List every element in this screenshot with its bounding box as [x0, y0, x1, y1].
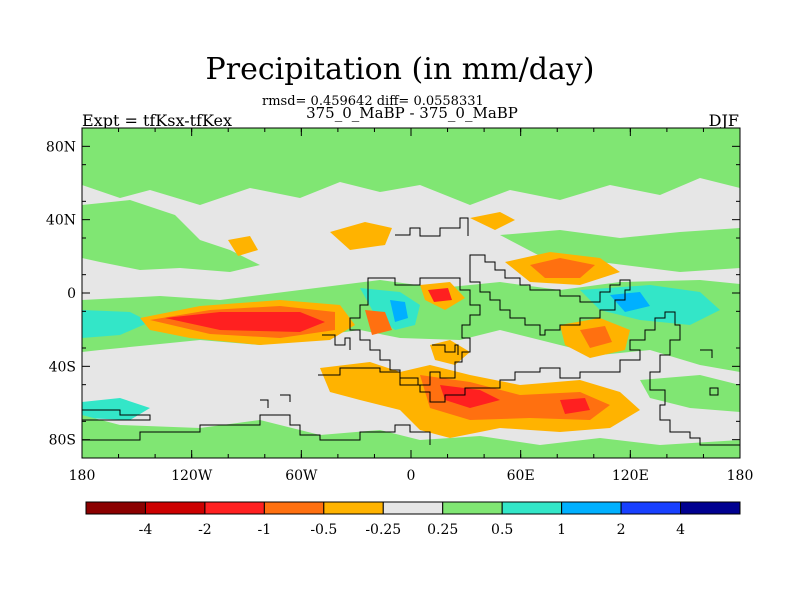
coastline-island	[82, 409, 151, 421]
lon-tick-label: 120E	[612, 468, 649, 484]
colorbar-swatch	[323, 501, 384, 515]
field-dorange-south	[420, 375, 610, 420]
colorbar-swatch	[204, 501, 265, 515]
lon-tick-label: 0	[407, 468, 416, 484]
lon-tick-label: 180	[69, 468, 96, 484]
coastline-continent-south	[318, 311, 740, 446]
lat-tick-label: 40S	[49, 359, 76, 375]
coastline-island	[700, 349, 713, 358]
colorbar-swatch	[561, 501, 622, 515]
lat-tick-label: 40N	[46, 213, 76, 229]
lon-tick-label: 120W	[171, 468, 213, 484]
field-cyan-tropics	[82, 310, 150, 338]
coastlines	[82, 217, 740, 446]
coastline-antarctic	[82, 414, 431, 445]
coastline-island	[395, 217, 469, 237]
colorbar-swatch	[442, 501, 503, 515]
colorbar-label: -4	[139, 522, 153, 538]
field-red-atlantic	[428, 288, 452, 302]
colorbar: -4 -2 -1 -0.5 -0.25 0.25 0.5 1 2 4	[85, 501, 741, 538]
field-green-north	[82, 128, 740, 205]
stats-label: rmsd= 0.459642 diff= 0.0558331	[262, 94, 484, 109]
field-green-south	[640, 375, 740, 412]
field-dorange-indian	[580, 326, 612, 348]
field-cyan-tropics	[360, 288, 420, 330]
coastline-island	[280, 394, 291, 402]
colorbar-swatch	[620, 501, 682, 515]
colorbar-label: 2	[617, 522, 626, 538]
colorbar-label: 0.5	[491, 522, 513, 538]
colorbar-label: -0.5	[310, 522, 337, 538]
field-red-south	[560, 398, 590, 414]
field-green-midlat	[500, 228, 740, 272]
colorbar-label: 0.25	[427, 522, 458, 538]
coastline-island	[260, 399, 269, 408]
field-orange-midlat	[470, 212, 515, 230]
colorbar-swatch	[263, 501, 325, 515]
page-title: Precipitation (in mm/day)	[205, 52, 595, 87]
colorbar-swatch	[501, 501, 563, 515]
lat-tick-label: 0	[67, 286, 76, 302]
coastline-island	[322, 334, 351, 350]
lat-tick-label: 80S	[49, 433, 76, 449]
precip-field	[82, 128, 740, 458]
colorbar-swatch	[680, 501, 741, 515]
field-orange-atlantic	[365, 310, 392, 335]
map-axes: 180 120W 60W 0 60E 120E 180 80N 40N 0 40S 80S	[46, 127, 754, 484]
field-orange-midlat	[228, 236, 258, 256]
experiment-label: Expt = tfKsx-tfKex	[82, 111, 232, 130]
field-green-south	[82, 415, 740, 458]
colorbar-swatch	[144, 501, 206, 515]
subtitle: 375_0_MaBP - 375_0_MaBP	[306, 104, 518, 122]
field-blue-tropics	[390, 300, 408, 322]
field-green-midlat	[82, 200, 260, 272]
field-red-pacific	[165, 312, 325, 332]
field-dorange-asia	[530, 258, 595, 278]
season-label: DJF	[708, 111, 739, 130]
coastline-continent-north	[469, 254, 631, 336]
field-orange-midlat	[330, 222, 392, 250]
lat-tick-label: 80N	[46, 139, 76, 155]
colorbar-swatch	[85, 501, 146, 515]
colorbar-label: -1	[258, 522, 272, 538]
colorbar-label: 4	[676, 522, 685, 538]
colorbar-label: 1	[557, 522, 566, 538]
colorbar-swatch	[382, 501, 444, 515]
field-blue-tropics	[610, 292, 650, 312]
lon-tick-label: 60E	[507, 468, 535, 484]
colorbar-label: -0.25	[365, 522, 401, 538]
coastline-continent-main	[349, 277, 481, 386]
colorbar-label: -2	[198, 522, 212, 538]
coastline-island	[709, 387, 719, 396]
coastline-island	[432, 344, 459, 355]
lon-tick-label: 60W	[285, 468, 318, 484]
lon-tick-label: 180	[727, 468, 754, 484]
field-red-south	[440, 385, 500, 408]
